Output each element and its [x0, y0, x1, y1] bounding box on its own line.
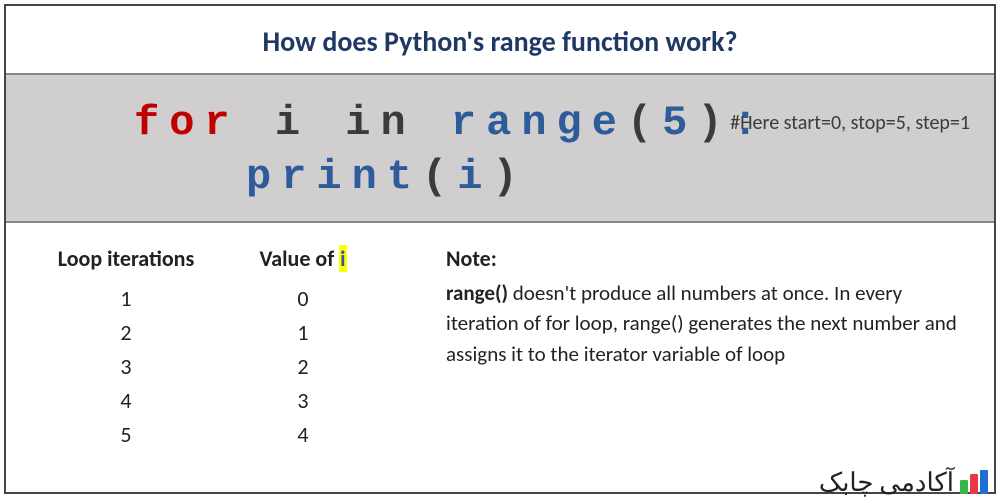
note-text: doesn't produce all numbers at once. In …: [446, 280, 957, 367]
iteration-table: Loop iterations 1 2 3 4 5 Value of i 0 1…: [36, 245, 436, 482]
keyword-range: range: [451, 99, 627, 147]
print-arg: i: [457, 153, 492, 201]
paren-close: ): [697, 99, 732, 147]
code-line-2: print(i): [6, 153, 994, 201]
watermark: آکادمی چابک: [819, 466, 990, 498]
note-range-keyword: range(): [446, 280, 508, 306]
paren-open: (: [627, 99, 662, 147]
table-cell: 2: [297, 350, 308, 384]
iterations-column: Loop iterations 1 2 3 4 5: [36, 245, 216, 482]
title-band: How does Python's range function work?: [6, 6, 994, 75]
values-header-prefix: Value of: [259, 245, 339, 272]
paren-close-2: ): [492, 153, 527, 201]
table-cell: 2: [120, 316, 131, 350]
note-body: range() doesn't produce all numbers at o…: [446, 278, 964, 369]
table-cell: 4: [297, 418, 308, 452]
keyword-print: print: [246, 153, 422, 201]
iterations-header: Loop iterations: [58, 245, 195, 272]
table-cell: 4: [120, 384, 131, 418]
paren-open-2: (: [422, 153, 457, 201]
code-comment: #Here start=0, stop=5, step=1: [730, 111, 970, 135]
diagram-frame: How does Python's range function work? f…: [4, 4, 996, 494]
table-cell: 3: [297, 384, 308, 418]
table-cell: 3: [120, 350, 131, 384]
watermark-logo-icon: [960, 470, 990, 494]
keyword-in: in: [345, 99, 415, 147]
values-header: Value of i: [259, 245, 346, 272]
page-title: How does Python's range function work?: [6, 24, 994, 59]
code-band: for i in range(5): #Here start=0, stop=5…: [6, 75, 994, 223]
table-cell: 1: [120, 282, 131, 316]
values-header-i: i: [339, 245, 346, 272]
lower-section: Loop iterations 1 2 3 4 5 Value of i 0 1…: [6, 223, 994, 492]
note-section: Note: range() doesn't produce all number…: [436, 245, 964, 482]
watermark-text: آکادمی چابک: [819, 466, 954, 498]
table-cell: 5: [120, 418, 131, 452]
table-cell: 0: [297, 282, 308, 316]
keyword-for: for: [134, 99, 240, 147]
table-cell: 1: [297, 316, 308, 350]
values-column: Value of i 0 1 2 3 4: [238, 245, 368, 482]
range-arg: 5: [662, 99, 697, 147]
note-title: Note:: [446, 245, 964, 272]
variable-i: i: [275, 99, 310, 147]
